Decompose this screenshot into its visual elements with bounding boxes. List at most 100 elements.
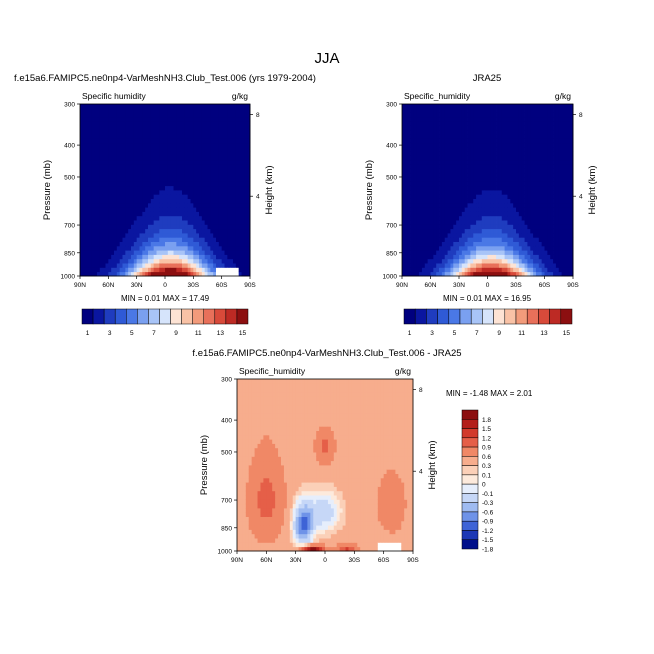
field-cell (125, 271, 129, 277)
field-cell (230, 108, 234, 113)
field-cell (176, 108, 180, 113)
field-cell (504, 168, 508, 174)
field-cell (544, 263, 548, 268)
colorbar-box (459, 308, 472, 325)
field-cell (201, 177, 206, 182)
field-cell (410, 185, 414, 191)
colorbar-box (426, 308, 438, 325)
field-cell (410, 104, 414, 109)
field-cell (498, 202, 503, 208)
field-cell (108, 254, 112, 260)
field-cell (196, 250, 200, 255)
field-cell (142, 177, 146, 182)
field-cell (165, 142, 169, 148)
field-cell (80, 168, 84, 174)
field-cell (413, 198, 417, 204)
field-cell (122, 237, 126, 242)
field-cell (201, 125, 206, 131)
field-cell (122, 181, 126, 187)
field-cell (153, 263, 157, 268)
field-cell (541, 151, 545, 156)
field-cell (530, 220, 534, 225)
field-cell (513, 181, 517, 187)
field-cell (481, 250, 486, 255)
field-cell (170, 263, 174, 268)
field-cell (430, 142, 434, 148)
field-cell (221, 215, 225, 221)
field-cell (102, 164, 106, 169)
field-cell (427, 233, 431, 238)
field-cell (184, 250, 189, 255)
field-cell (544, 164, 548, 169)
field-cell (128, 202, 132, 208)
field-cell (487, 129, 491, 135)
field-cell (441, 241, 446, 247)
field-cell (402, 185, 406, 191)
field-cell (224, 254, 228, 260)
field-cell (498, 211, 503, 217)
field-cell (550, 228, 554, 234)
field-cell (159, 125, 163, 131)
field-cell (538, 116, 543, 122)
field-cell (187, 177, 191, 182)
field-cell (193, 250, 197, 255)
field-cell (424, 250, 429, 255)
field-cell (153, 125, 157, 131)
field-cell (99, 194, 104, 199)
field-cell (570, 267, 574, 273)
field-cell (447, 138, 451, 144)
field-cell (196, 271, 200, 277)
field-cell (430, 237, 434, 242)
field-cell (239, 482, 244, 487)
field-cell (201, 134, 206, 139)
field-cell (241, 207, 245, 212)
field-cell (167, 155, 172, 161)
field-cell (238, 215, 242, 221)
field-cell (487, 177, 491, 182)
field-cell (510, 164, 514, 169)
field-cell (170, 190, 174, 195)
field-cell (561, 172, 565, 178)
field-cell (227, 168, 231, 174)
field-cell (131, 254, 135, 260)
field-cell (441, 125, 446, 131)
field-cell (131, 267, 135, 273)
field-cell (516, 172, 520, 178)
field-cell (207, 116, 211, 122)
field-cell (139, 172, 143, 178)
field-cell (561, 271, 565, 277)
field-cell (230, 142, 234, 148)
field-cell (447, 104, 451, 109)
field-cell (524, 271, 528, 277)
field-cell (430, 233, 434, 238)
field-cell (122, 263, 126, 268)
field-cell (201, 159, 206, 165)
field-cell (238, 138, 242, 144)
field-cell (561, 155, 565, 161)
field-cell (481, 194, 486, 199)
field-cell (184, 108, 189, 113)
field-cell (227, 138, 231, 144)
field-cell (510, 228, 514, 234)
field-cell (128, 250, 132, 255)
field-cell (524, 207, 528, 212)
field-cell (476, 138, 480, 144)
field-cell (94, 224, 98, 230)
field-cell (564, 224, 568, 230)
field-cell (94, 267, 98, 273)
field-cell (128, 147, 132, 152)
field-cell (218, 125, 223, 131)
field-cell (176, 194, 180, 199)
field-cell (114, 224, 118, 230)
field-cell (496, 254, 500, 260)
field-cell (184, 190, 189, 195)
field-cell (142, 233, 146, 238)
field-cell (550, 190, 554, 195)
field-cell (547, 108, 551, 113)
field-cell (555, 211, 560, 217)
field-cell (145, 267, 149, 273)
field-cell (538, 177, 543, 182)
field-cell (407, 104, 411, 109)
field-cell (473, 134, 477, 139)
